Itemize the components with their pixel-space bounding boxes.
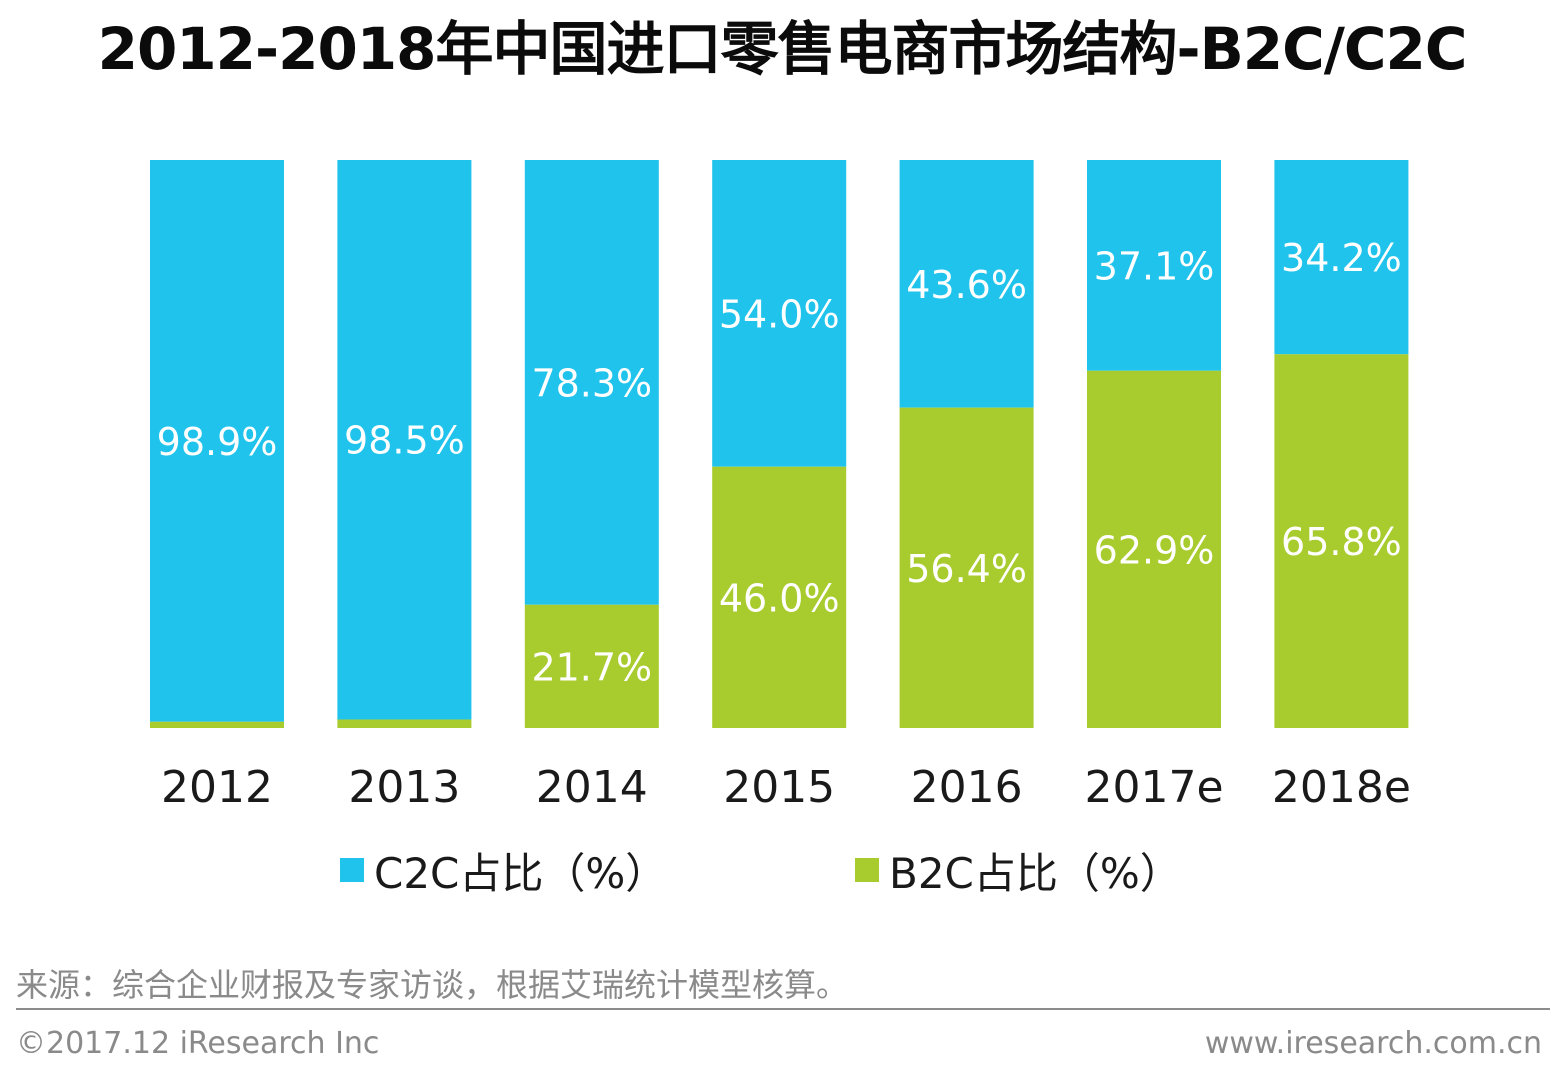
bar-c2c-2014 — [524, 160, 659, 605]
x-tick-label-2017e: 2017e — [1084, 762, 1223, 813]
bar-c2c-2013 — [337, 160, 472, 720]
legend-item-c2c: C2C占比（%） — [340, 842, 667, 898]
bar-c2c-2018e — [1274, 160, 1409, 355]
source-note: 来源：综合企业财报及专家访谈，根据艾瑞统计模型核算。 — [16, 966, 849, 1004]
chart-title: 2012-2018年中国进口零售电商市场结构-B2C/C2C — [97, 15, 1468, 83]
bar-c2c-2017e — [1087, 160, 1221, 371]
label-b2c-2015: 46.0% — [719, 576, 840, 620]
label-c2c-2015: 54.0% — [719, 292, 840, 336]
label-b2c-2017e: 62.9% — [1094, 528, 1215, 572]
x-tick-label-2014: 2014 — [536, 762, 648, 813]
copyright-text: ©2017.12 iResearch Inc — [16, 1026, 380, 1061]
label-b2c-2018e: 65.8% — [1281, 520, 1402, 564]
legend-swatch-c2c — [340, 858, 364, 882]
bar-b2c-2014 — [524, 604, 659, 728]
x-tick-label-2012: 2012 — [161, 762, 273, 813]
bar-c2c-2016 — [899, 160, 1034, 408]
footer-divider — [16, 1008, 1550, 1010]
stacked-bar-chart: 98.9% 2012 98.5% 2013 78.3% 21.7% 2014 54.0% 46.… — [150, 160, 1411, 813]
bar-b2c-2017e — [1087, 370, 1221, 728]
bar-b2c-2012 — [150, 721, 284, 728]
bar-b2c-2015 — [712, 466, 847, 728]
website-link[interactable]: www.iresearch.com.cn — [1204, 1026, 1542, 1061]
legend-swatch-b2c — [855, 858, 879, 882]
bar-c2c-2012 — [150, 160, 284, 722]
label-b2c-2016: 56.4% — [906, 547, 1027, 591]
bar-b2c-2013 — [337, 719, 472, 728]
legend-label-c2c: C2C占比（%） — [374, 848, 668, 898]
label-c2c-2014: 78.3% — [531, 361, 652, 405]
label-b2c-2014: 21.7% — [531, 645, 652, 689]
bar-b2c-2016 — [899, 407, 1034, 728]
label-c2c-2012: 98.9% — [157, 420, 278, 464]
label-c2c-2013: 98.5% — [344, 419, 465, 463]
label-c2c-2016: 43.6% — [906, 263, 1027, 307]
x-tick-label-2018e: 2018e — [1272, 762, 1411, 813]
label-c2c-2017e: 37.1% — [1094, 244, 1215, 288]
legend-label-b2c: B2C占比（%） — [889, 848, 1182, 898]
x-tick-label-2016: 2016 — [911, 762, 1023, 813]
bar-b2c-2018e — [1274, 354, 1409, 728]
bar-c2c-2015 — [712, 160, 847, 467]
x-tick-label-2013: 2013 — [348, 762, 460, 813]
x-tick-label-2015: 2015 — [723, 762, 835, 813]
label-c2c-2018e: 34.2% — [1281, 236, 1402, 280]
legend-item-b2c: B2C占比（%） — [855, 842, 1182, 898]
